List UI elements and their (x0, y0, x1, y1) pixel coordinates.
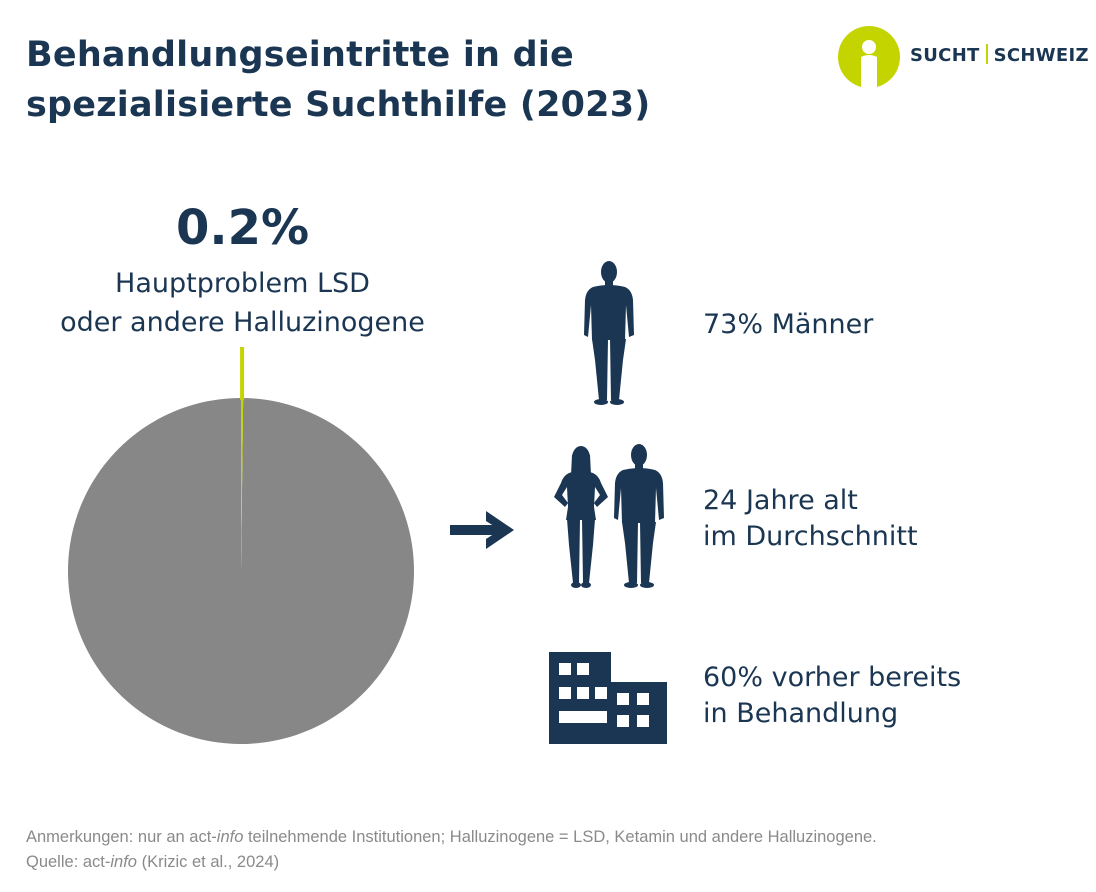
man-silhouette-icon (614, 444, 664, 588)
logo-text-right: SCHWEIZ (993, 45, 1089, 66)
man-silhouette-icon (584, 261, 634, 405)
logo-mark-icon (838, 26, 900, 88)
remarks-text-italic: info (216, 828, 244, 846)
source-text-start: Quelle: act- (26, 853, 111, 871)
logo-divider (985, 44, 988, 64)
highlight-label-line-2: oder andere Halluzinogene (60, 307, 425, 338)
remarks-text-start: Anmerkungen: nur an act- (26, 828, 217, 846)
logo-wordmark: SUCHT SCHWEIZ (910, 44, 1089, 66)
fact-2-line-1: 24 Jahre alt (703, 485, 858, 516)
fact-previous-treatment: 60% vorher bereits in Behandlung (703, 660, 961, 732)
source-text-italic: info (110, 853, 137, 871)
source-text-end: (Krizic et al., 2024) (136, 853, 280, 871)
source-note: Quelle: act-info (Krizic et al., 2024) (26, 850, 1086, 875)
fact-2-line-2: im Durchschnitt (703, 521, 918, 552)
highlight-category-label: Hauptproblem LSD oder andere Halluzinoge… (30, 264, 455, 342)
pie-slice-other (67, 398, 414, 744)
fact-average-age: 24 Jahre alt im Durchschnitt (703, 483, 918, 555)
woman-silhouette-icon (554, 446, 608, 588)
sucht-schweiz-logo: SUCHT SCHWEIZ (838, 26, 1089, 88)
title-line-1: Behandlungseintritte in die (26, 35, 574, 75)
remarks-text-end: teilnehmende Institutionen; Halluzinogen… (243, 828, 877, 846)
remarks-note: Anmerkungen: nur an act-info teilnehmend… (26, 825, 1086, 850)
highlight-label-line-1: Hauptproblem LSD (115, 268, 370, 299)
fact-3-line-2: in Behandlung (703, 698, 899, 729)
title-line-2: spezialisierte Suchthilfe (2023) (26, 85, 651, 125)
page-title: Behandlungseintritte in die spezialisier… (26, 30, 650, 130)
highlight-value-label: 0.2% (175, 200, 310, 256)
fact-1-line-1: 73% Männer (703, 309, 874, 340)
building-icon (549, 652, 667, 744)
arrow-right-icon (450, 511, 514, 549)
pie-slice-highlight (241, 398, 244, 571)
logo-text-left: SUCHT (910, 45, 980, 66)
fact-men-share: 73% Männer (703, 307, 873, 343)
footnotes: Anmerkungen: nur an act-info teilnehmend… (26, 825, 1086, 875)
fact-3-line-1: 60% vorher bereits (703, 662, 962, 693)
